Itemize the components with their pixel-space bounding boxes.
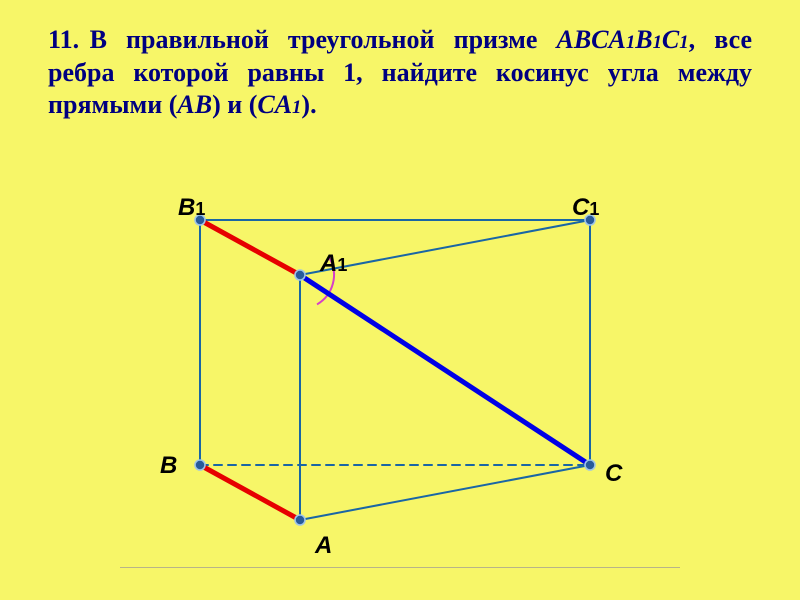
footer-divider: [120, 567, 680, 568]
problem-part-0: В правильной треугольной призме: [90, 25, 557, 54]
problem-part-2: ) и (: [212, 90, 257, 119]
label-C: C: [605, 460, 622, 488]
line1-name: AB: [177, 90, 212, 119]
problem-part-3: ).: [301, 90, 316, 119]
prism-name: ABCA1B1C1: [556, 25, 688, 54]
line2-name: CA1: [257, 90, 301, 119]
label-C1: C1: [572, 194, 599, 222]
problem-text: 11.В правильной треугольной призме ABCA1…: [48, 24, 752, 122]
label-B: B: [160, 452, 177, 480]
diagram-container: B1 C1 A1 B C A: [120, 200, 680, 570]
slide: 11.В правильной треугольной призме ABCA1…: [0, 0, 800, 600]
prism-diagram: [120, 200, 680, 570]
label-B1: B1: [178, 194, 205, 222]
label-A: A: [315, 532, 332, 560]
label-A1: A1: [320, 250, 347, 278]
problem-number: 11.: [48, 24, 90, 57]
